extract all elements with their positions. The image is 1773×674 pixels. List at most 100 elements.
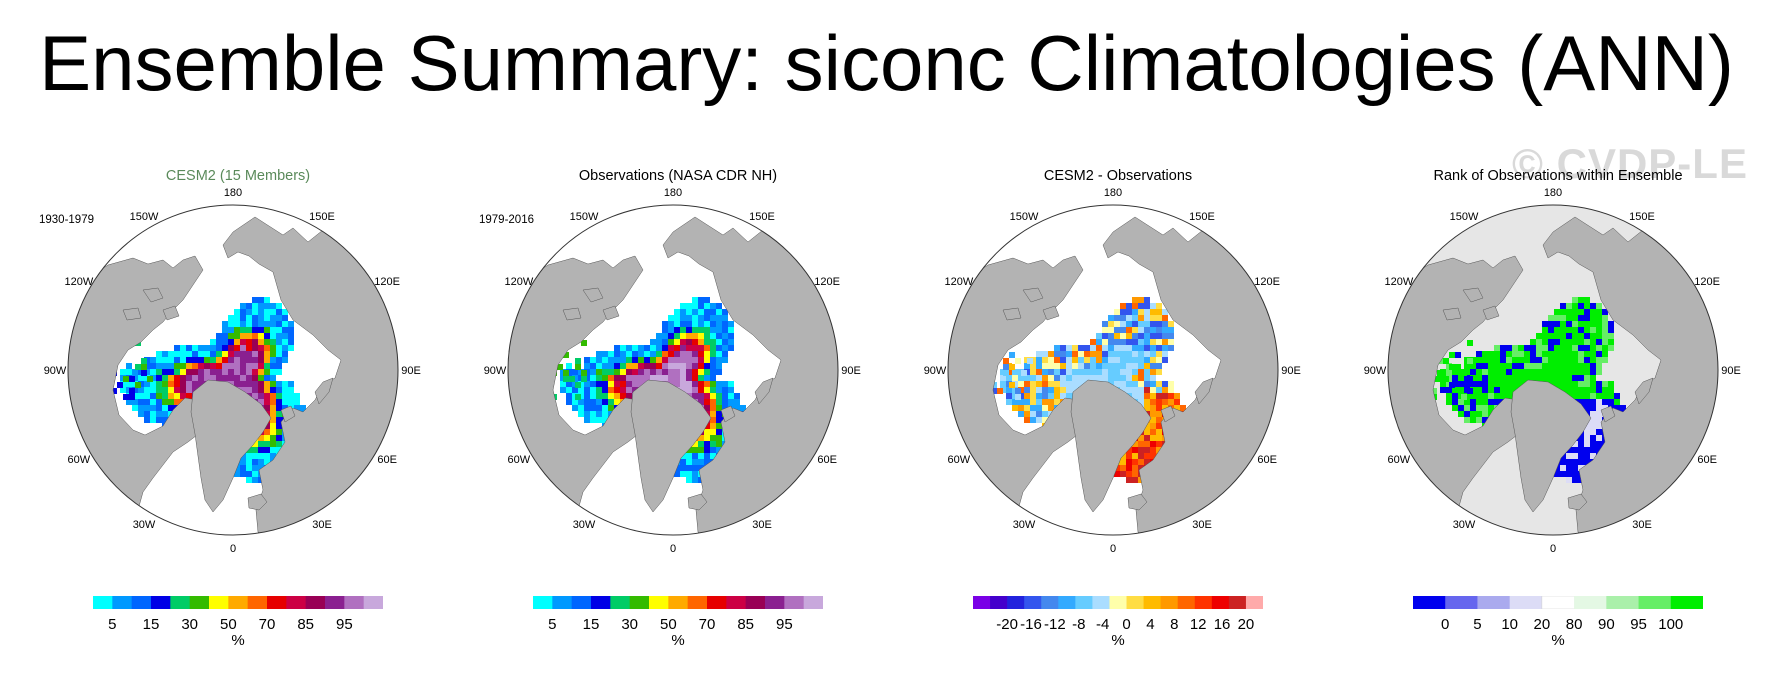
colorbar-tick-label: 90 xyxy=(1597,616,1615,633)
longitude-label: 90W xyxy=(1364,365,1387,377)
colorbar-swatch xyxy=(93,596,113,609)
colorbar xyxy=(973,596,1264,609)
colorbar-tick-label: 30 xyxy=(181,616,198,633)
longitude-label: 90E xyxy=(1281,365,1301,377)
period-label: 1930-1979 xyxy=(39,214,94,226)
colorbar-swatch xyxy=(973,596,991,609)
colorbar-swatch xyxy=(1177,596,1196,609)
colorbar-tick-label: -8 xyxy=(1072,616,1086,633)
longitude-label: 150W xyxy=(570,211,599,223)
colorbar-tick-label: 70 xyxy=(698,616,716,633)
map-panel-4: Rank of Observations within Ensemble 180 1… xyxy=(1343,160,1773,660)
colorbar-swatch xyxy=(1092,596,1110,609)
land-mass xyxy=(142,287,164,303)
colorbar-tick-label: 5 xyxy=(548,616,557,633)
land-mass xyxy=(1567,493,1588,511)
longitude-label: 90W xyxy=(924,365,947,377)
colorbar-swatch xyxy=(286,596,307,609)
longitude-label: 0 xyxy=(1550,543,1556,555)
colorbar-swatch xyxy=(1143,596,1162,609)
longitude-label: 30W xyxy=(573,519,596,531)
colorbar-swatch xyxy=(668,596,689,609)
colorbar-swatch xyxy=(151,596,171,609)
colorbar-swatch xyxy=(1606,596,1640,609)
colorbar-swatch xyxy=(1075,596,1093,609)
longitude-label: 60W xyxy=(68,454,91,466)
colorbar-tick-label: 50 xyxy=(219,616,237,633)
colorbar-swatch xyxy=(267,596,287,609)
colorbar-swatch xyxy=(1007,596,1025,609)
colorbar-swatch xyxy=(1541,595,1575,610)
longitude-label: 150W xyxy=(1010,211,1039,223)
colorbar-swatch xyxy=(131,596,152,609)
colorbar-swatch xyxy=(533,596,553,609)
panel-title: CESM2 (15 Members) xyxy=(165,168,311,184)
colorbar-swatch xyxy=(1041,596,1059,609)
colorbar-tick-label: 95 xyxy=(335,616,353,633)
colorbar-swatch xyxy=(1024,596,1042,609)
longitude-label: 60E xyxy=(1697,454,1717,466)
land-mass xyxy=(247,493,268,511)
colorbar-swatch xyxy=(170,596,191,609)
longitude-label: 60W xyxy=(508,454,531,466)
land-mass xyxy=(1462,287,1484,303)
map-border xyxy=(947,204,1279,536)
land-mass xyxy=(754,377,774,405)
longitude-label: 150W xyxy=(1450,211,1479,223)
longitude-label: 0 xyxy=(1110,543,1116,555)
colorbar-swatch xyxy=(552,596,573,609)
panel-title: Observations (NASA CDR NH) xyxy=(578,168,778,184)
colorbar xyxy=(93,596,384,609)
colorbar-swatch xyxy=(707,596,727,609)
colorbar xyxy=(533,596,824,609)
longitude-label: 150E xyxy=(309,211,335,223)
land-mass xyxy=(162,305,180,321)
longitude-label: 150W xyxy=(130,211,159,223)
map-panel-2: Observations (NASA CDR NH) 1979-2016 180 15… xyxy=(463,160,893,660)
longitude-label: 90W xyxy=(484,365,507,377)
colorbar-tick-label: 50 xyxy=(659,616,677,633)
longitude-label: 60W xyxy=(948,454,971,466)
longitude-label: 150E xyxy=(749,211,775,223)
colorbar-swatch xyxy=(1245,596,1264,609)
colorbar-swatch xyxy=(803,596,824,609)
land-mass xyxy=(1160,405,1176,423)
colorbar-tick-label: 15 xyxy=(582,616,600,633)
colorbar-swatch xyxy=(649,596,669,609)
colorbar-swatch xyxy=(571,596,592,609)
land-mass xyxy=(1042,305,1060,321)
land-mass xyxy=(1634,377,1654,405)
longitude-label: 180 xyxy=(1544,187,1562,199)
longitude-label: 90E xyxy=(401,365,421,377)
map-border xyxy=(1387,204,1719,536)
polar-map: 180 150E 120E 90E 60E 30E 0 30W 60W 90W 120W 150W xyxy=(484,187,861,555)
longitude-label: 0 xyxy=(670,543,676,555)
colorbar-unit: % xyxy=(671,632,685,649)
longitude-label: 180 xyxy=(664,187,682,199)
colorbar-tick-label: 85 xyxy=(737,616,754,633)
longitude-label: 120W xyxy=(1384,276,1413,288)
colorbar-swatch xyxy=(1638,596,1672,609)
longitude-label: 150E xyxy=(1629,211,1655,223)
colorbar-swatch xyxy=(1228,596,1247,609)
colorbar-swatch xyxy=(1126,596,1145,609)
longitude-label: 120W xyxy=(504,276,533,288)
colorbar-swatch xyxy=(1413,596,1446,609)
colorbar-swatch xyxy=(112,596,133,609)
colorbar-swatch xyxy=(325,596,345,609)
longitude-label: 30E xyxy=(1192,519,1212,531)
colorbar-tick-label: 16 xyxy=(1213,616,1231,633)
panel-title: CESM2 - Observations xyxy=(1043,168,1193,184)
colorbar-swatch xyxy=(209,596,229,609)
colorbar-tick-label: 85 xyxy=(297,616,314,633)
colorbar-tick-label: -20 xyxy=(996,616,1018,633)
colorbar-tick-label: 30 xyxy=(621,616,638,633)
colorbar-swatch xyxy=(629,596,650,609)
colorbar xyxy=(1413,595,1704,610)
panel-title: Rank of Observations within Ensemble xyxy=(1433,168,1683,184)
longitude-label: 120W xyxy=(944,276,973,288)
longitude-label: 0 xyxy=(230,543,236,555)
land-mass xyxy=(582,287,604,303)
longitude-label: 90W xyxy=(44,365,67,377)
colorbar-swatch xyxy=(344,596,365,609)
